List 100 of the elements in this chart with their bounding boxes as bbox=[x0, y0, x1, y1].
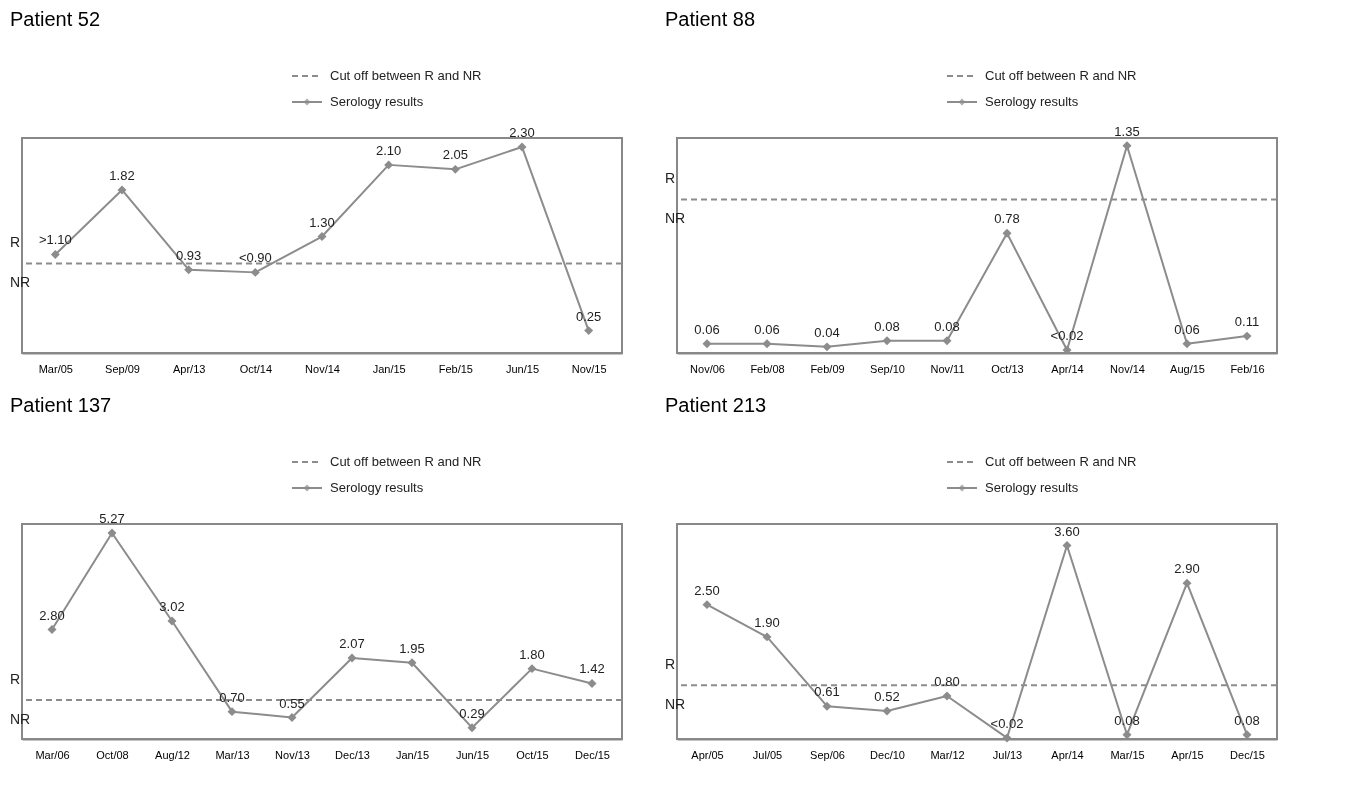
data-label: 0.29 bbox=[459, 705, 485, 721]
x-tick-label: Apr/14 bbox=[1051, 362, 1084, 375]
data-label: <0.90 bbox=[238, 250, 272, 266]
data-label: <0.02 bbox=[1050, 327, 1084, 343]
x-tick-label: Nov/11 bbox=[930, 362, 965, 375]
data-label: 2.10 bbox=[376, 142, 402, 158]
legend-label: Serology results bbox=[330, 94, 424, 109]
data-label: >1.10 bbox=[38, 232, 72, 248]
point bbox=[450, 164, 460, 174]
point bbox=[762, 339, 772, 349]
data-label: 1.42 bbox=[579, 661, 605, 677]
x-tick-label: Dec/13 bbox=[335, 748, 370, 761]
legend-label: Serology results bbox=[985, 94, 1079, 109]
chart-title: Patient 52 bbox=[10, 8, 101, 30]
data-label: 1.82 bbox=[109, 167, 135, 183]
text: R bbox=[665, 170, 676, 187]
x-tick-label: Mar/15 bbox=[1110, 748, 1145, 761]
x-tick-label: Dec/10 bbox=[870, 748, 905, 761]
point bbox=[1002, 228, 1012, 238]
point bbox=[117, 185, 127, 195]
data-label: 0.06 bbox=[1174, 321, 1200, 337]
x-tick-label: Sep/06 bbox=[810, 748, 845, 761]
point bbox=[762, 632, 772, 642]
x-tick-label: Apr/15 bbox=[1171, 748, 1204, 761]
x-tick-label: Oct/14 bbox=[239, 362, 273, 375]
data-label: 2.05 bbox=[442, 147, 468, 163]
point bbox=[1002, 733, 1012, 743]
data-label: 1.30 bbox=[309, 214, 335, 230]
x-tick-label: Mar/12 bbox=[930, 748, 965, 761]
x-tick-label: Nov/06 bbox=[690, 362, 725, 375]
x-tick-label: Sep/10 bbox=[870, 362, 905, 375]
annotation: NR bbox=[665, 696, 686, 713]
annotation: NR bbox=[665, 210, 686, 227]
data-label: 0.08 bbox=[1114, 712, 1140, 728]
x-tick-label: Dec/15 bbox=[575, 748, 610, 761]
text: R bbox=[10, 670, 21, 687]
x-tick-label: Nov/14 bbox=[305, 362, 340, 375]
data-label: 0.04 bbox=[814, 324, 840, 340]
x-tick-label: Aug/12 bbox=[155, 748, 190, 761]
data-label: 2.07 bbox=[339, 636, 365, 652]
x-tick-label: Mar/05 bbox=[38, 362, 73, 375]
point bbox=[407, 658, 417, 668]
data-label: 0.61 bbox=[814, 684, 840, 700]
x-tick-label: Oct/13 bbox=[991, 362, 1024, 375]
legend-label: Cut off between R and NR bbox=[985, 68, 1137, 83]
x-tick-label: Jul/13 bbox=[992, 748, 1023, 761]
data-label: 0.06 bbox=[754, 321, 780, 337]
legend-label: Serology results bbox=[985, 480, 1079, 495]
point bbox=[882, 336, 892, 346]
x-tick-label: Jun/15 bbox=[505, 362, 540, 375]
point bbox=[822, 701, 832, 711]
point bbox=[467, 723, 477, 733]
point bbox=[50, 249, 60, 259]
data-label: 0.08 bbox=[1234, 712, 1260, 728]
point bbox=[942, 336, 952, 346]
point bbox=[584, 326, 594, 336]
point bbox=[184, 265, 194, 275]
point bbox=[1182, 339, 1192, 349]
annotation: NR bbox=[10, 274, 31, 291]
point bbox=[250, 267, 260, 277]
x-tick-label: Jul/05 bbox=[752, 748, 783, 761]
data-label: 2.50 bbox=[694, 582, 720, 598]
x-tick-label: Jun/15 bbox=[455, 748, 490, 761]
legend-label: Cut off between R and NR bbox=[985, 454, 1137, 469]
x-tick-label: Aug/15 bbox=[1170, 362, 1205, 375]
data-label: 0.70 bbox=[219, 689, 245, 705]
x-tick-label: Apr/05 bbox=[691, 748, 724, 761]
x-tick-label: Nov/15 bbox=[571, 362, 607, 375]
text: R bbox=[665, 656, 676, 673]
x-tick-label: Mar/13 bbox=[215, 748, 250, 761]
x-tick-label: Oct/15 bbox=[516, 748, 549, 761]
x-tick-label: Apr/13 bbox=[172, 362, 206, 375]
point bbox=[822, 342, 832, 352]
data-label: <0.02 bbox=[990, 715, 1024, 731]
chart-title: Patient 137 bbox=[10, 394, 112, 416]
point bbox=[167, 616, 177, 626]
point bbox=[517, 142, 527, 152]
point bbox=[702, 339, 712, 349]
data-label: 3.02 bbox=[159, 598, 185, 614]
data-label: 2.30 bbox=[509, 124, 535, 140]
point bbox=[882, 706, 892, 716]
legend-label: Cut off between R and NR bbox=[330, 454, 482, 469]
point bbox=[384, 160, 394, 170]
chart-title: Patient 213 bbox=[665, 394, 767, 416]
data-label: 0.93 bbox=[176, 247, 202, 263]
data-label: 2.80 bbox=[39, 607, 65, 623]
data-label: 0.80 bbox=[934, 674, 960, 689]
x-tick-label: Dec/15 bbox=[1230, 748, 1265, 761]
data-label: 0.25 bbox=[576, 308, 602, 324]
legend-label: Serology results bbox=[330, 480, 424, 495]
point bbox=[942, 691, 952, 701]
data-label: 0.78 bbox=[994, 211, 1020, 227]
data-label: 1.35 bbox=[1114, 123, 1140, 139]
legend-label: Cut off between R and NR bbox=[330, 68, 482, 83]
point bbox=[527, 664, 537, 674]
data-label: 2.90 bbox=[1174, 561, 1200, 577]
chart-title: Patient 88 bbox=[665, 8, 756, 30]
x-tick-label: Apr/14 bbox=[1051, 748, 1084, 761]
x-tick-label: Feb/16 bbox=[1230, 362, 1265, 375]
data-label: 0.52 bbox=[874, 689, 900, 705]
